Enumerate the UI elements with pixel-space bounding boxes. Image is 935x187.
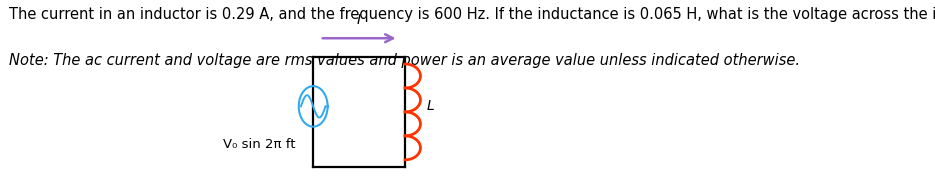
Text: Note: The ac current and voltage are rms values and power is an average value un: Note: The ac current and voltage are rms… xyxy=(9,53,800,68)
Text: The current in an inductor is 0.29 A, and the frequency is 600 Hz. If the induct: The current in an inductor is 0.29 A, an… xyxy=(9,7,935,22)
Text: L: L xyxy=(427,99,435,113)
Text: V₀ sin 2π ft: V₀ sin 2π ft xyxy=(223,138,295,151)
Text: I: I xyxy=(357,13,361,27)
